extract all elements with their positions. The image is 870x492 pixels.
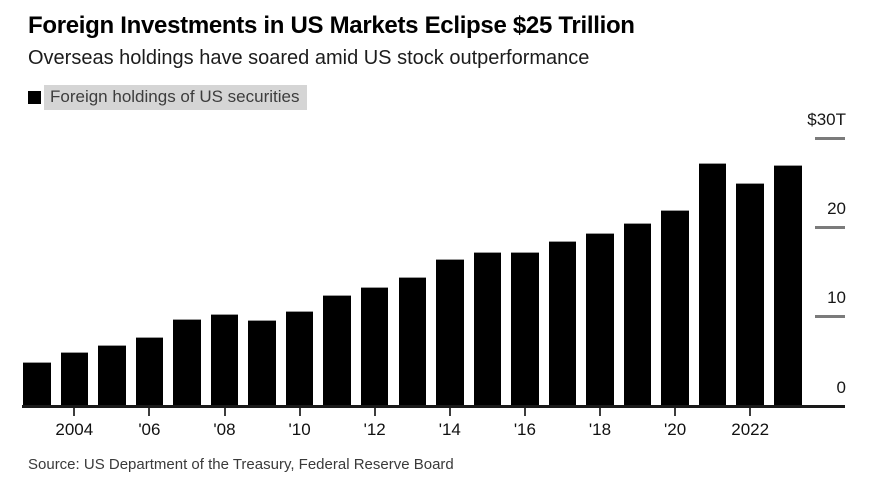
bar-2019	[623, 222, 652, 406]
chart-title: Foreign Investments in US Markets Eclips…	[28, 12, 635, 39]
bar-2015	[473, 251, 502, 406]
chart-subtitle: Overseas holdings have soared amid US st…	[28, 47, 590, 69]
bar-2013	[398, 277, 426, 406]
x-axis-label-2004: 2004	[55, 420, 94, 439]
bar-2023	[774, 164, 802, 406]
y-axis-tick-10	[815, 315, 845, 319]
x-axis-tick-2008	[223, 408, 226, 416]
bar-2004	[60, 352, 89, 406]
bar-2022	[736, 182, 764, 406]
x-axis-label-2010: '10	[288, 420, 311, 439]
bar-2009	[248, 320, 276, 406]
legend-swatch-icon	[28, 90, 41, 104]
bar-2020	[661, 209, 689, 406]
x-axis-tick-2004	[73, 408, 76, 416]
bar-2003	[23, 362, 51, 406]
x-axis-label-2012: '12	[363, 420, 386, 439]
legend-label: Foreign holdings of US securities	[44, 84, 308, 110]
y-axis-label-0: 0	[836, 377, 846, 397]
x-axis-label-2014: '14	[438, 420, 461, 439]
x-axis-tick-2022	[749, 408, 752, 416]
bar-2010	[285, 311, 314, 406]
x-axis-label-2016: '16	[513, 420, 536, 439]
y-axis-label-20: 20	[827, 198, 846, 218]
bar-2006	[135, 337, 164, 406]
x-axis-label-2006: '06	[138, 420, 161, 439]
y-axis-tick-20	[815, 225, 845, 229]
bar-2014	[436, 258, 464, 406]
x-axis-label-2018: '18	[588, 420, 612, 439]
bar-2021	[698, 163, 727, 406]
x-axis-label-2022: 2022	[731, 420, 770, 439]
bar-2005	[98, 345, 126, 406]
x-axis-tick-2010	[298, 408, 301, 416]
x-axis-tick-2016	[523, 408, 526, 416]
x-axis-label-2020: '20	[664, 420, 687, 439]
bar-2016	[511, 251, 539, 406]
x-axis-tick-2012	[373, 408, 376, 416]
bar-2008	[210, 314, 239, 406]
x-axis-tick-2018	[599, 408, 601, 416]
y-axis-label-10: 10	[827, 288, 846, 308]
y-axis-tick-30	[815, 136, 845, 140]
legend: Foreign holdings of US securities	[28, 84, 308, 110]
bar-2018	[586, 232, 614, 406]
bar-2011	[323, 295, 351, 406]
bar-2012	[360, 287, 389, 406]
x-axis-tick-2020	[674, 408, 677, 416]
x-axis-tick-2014	[448, 408, 451, 416]
bar-2007	[173, 319, 201, 406]
source-note: Source: US Department of the Treasury, F…	[28, 456, 454, 473]
x-axis-tick-2006	[148, 408, 151, 416]
x-axis-line	[22, 405, 845, 408]
x-axis-label-2008: '08	[213, 420, 236, 439]
bar-2017	[548, 240, 577, 406]
y-axis-label-30: $30T	[807, 109, 846, 129]
